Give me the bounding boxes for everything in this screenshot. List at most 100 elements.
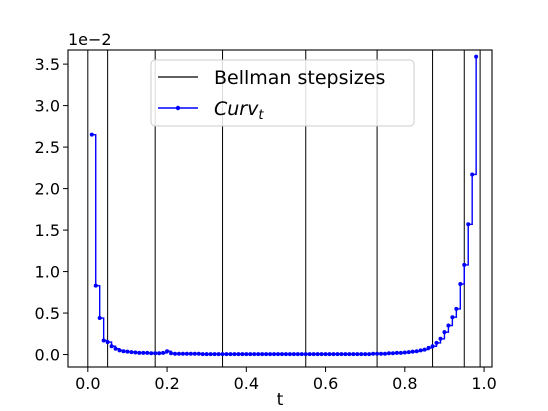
curv-point-18 xyxy=(161,350,166,355)
curv-point-86 xyxy=(430,344,435,349)
legend-box xyxy=(150,59,415,127)
curv-point-60 xyxy=(327,352,332,357)
x-tick-label-4: 0.8 xyxy=(392,374,417,393)
curv-point-7 xyxy=(117,348,122,353)
curv-point-64 xyxy=(343,352,348,357)
curv-point-31 xyxy=(212,352,217,357)
legend: Bellman stepsizes Curvt xyxy=(150,59,415,127)
curv-point-51 xyxy=(291,352,296,357)
curv-point-19 xyxy=(165,349,170,354)
curv-point-68 xyxy=(359,352,364,357)
y-offset-text: 1e−2 xyxy=(68,30,112,49)
curv-point-77 xyxy=(394,350,399,355)
curv-point-46 xyxy=(272,352,277,357)
curv-point-25 xyxy=(188,351,193,356)
y-tick-label-4: 2.0 xyxy=(35,180,60,199)
curv-point-0 xyxy=(89,132,94,137)
curv-point-79 xyxy=(402,350,407,355)
curv-point-47 xyxy=(276,352,281,357)
curv-point-34 xyxy=(224,352,229,357)
curv-point-56 xyxy=(311,352,316,357)
curv-point-91 xyxy=(450,315,455,320)
curv-point-44 xyxy=(264,352,269,357)
curv-point-21 xyxy=(172,351,177,356)
curv-point-3 xyxy=(101,338,106,343)
curv-point-57 xyxy=(315,352,320,357)
x-axis-ticks: 0.0 0.2 0.4 0.6 0.8 1.0 xyxy=(75,367,497,393)
curv-point-96 xyxy=(470,172,475,177)
curv-point-33 xyxy=(220,352,225,357)
y-tick-label-1: 0.5 xyxy=(35,304,60,323)
curv-point-75 xyxy=(386,351,391,356)
curv-point-55 xyxy=(307,352,312,357)
curv-point-27 xyxy=(196,351,201,356)
x-tick-label-1: 0.2 xyxy=(154,374,179,393)
curv-point-72 xyxy=(375,351,380,356)
curv-point-20 xyxy=(169,351,174,356)
curv-point-5 xyxy=(109,344,114,349)
curv-point-16 xyxy=(153,351,158,356)
curv-point-37 xyxy=(236,352,241,357)
curv-point-76 xyxy=(390,351,395,356)
curv-point-80 xyxy=(406,350,411,355)
curv-point-45 xyxy=(268,352,273,357)
curv-point-42 xyxy=(256,352,261,357)
curv-point-41 xyxy=(252,352,257,357)
y-tick-label-2: 1.0 xyxy=(35,263,60,282)
curv-point-70 xyxy=(367,352,372,357)
y-tick-label-0: 0.0 xyxy=(35,346,60,365)
x-tick-label-2: 0.4 xyxy=(234,374,259,393)
curv-point-90 xyxy=(446,323,451,328)
curv-point-22 xyxy=(176,351,181,356)
curv-point-17 xyxy=(157,351,162,356)
curv-point-65 xyxy=(347,352,352,357)
curv-point-13 xyxy=(141,350,146,355)
curv-point-30 xyxy=(208,352,213,357)
y-axis-ticks: 0.0 0.5 1.0 1.5 2.0 2.5 3.0 3.5 xyxy=(35,55,68,365)
curv-point-14 xyxy=(145,350,150,355)
curv-point-15 xyxy=(149,351,154,356)
curv-point-88 xyxy=(438,336,443,341)
curv-point-10 xyxy=(129,350,134,355)
curv-point-6 xyxy=(113,346,118,351)
curv-point-73 xyxy=(379,351,384,356)
x-tick-label-0: 0.0 xyxy=(75,374,100,393)
curv-point-35 xyxy=(228,352,233,357)
curv-point-12 xyxy=(137,350,142,355)
curv-point-87 xyxy=(434,340,439,345)
curv-point-61 xyxy=(331,352,336,357)
curv-point-92 xyxy=(454,306,459,311)
curv-point-81 xyxy=(410,349,415,354)
curv-point-97 xyxy=(474,54,479,59)
curv-point-2 xyxy=(97,316,102,321)
curv-point-74 xyxy=(383,351,388,356)
y-tick-label-6: 3.0 xyxy=(35,97,60,116)
curv-point-23 xyxy=(180,351,185,356)
curv-point-94 xyxy=(462,262,467,267)
curv-series xyxy=(89,54,479,357)
curv-point-63 xyxy=(339,352,344,357)
curv-point-36 xyxy=(232,352,237,357)
curv-point-43 xyxy=(260,352,265,357)
curv-point-62 xyxy=(335,352,340,357)
curv-point-67 xyxy=(355,352,360,357)
x-axis-label: t xyxy=(277,390,284,410)
curv-point-4 xyxy=(105,340,110,345)
curv-point-28 xyxy=(200,352,205,357)
curv-point-32 xyxy=(216,352,221,357)
y-tick-label-3: 1.5 xyxy=(35,221,60,240)
legend-marker-curv xyxy=(175,105,181,111)
curv-point-82 xyxy=(414,349,419,354)
curv-point-66 xyxy=(351,352,356,357)
curv-point-1 xyxy=(93,283,98,288)
legend-label-curv-subscript: t xyxy=(258,108,264,123)
curv-point-84 xyxy=(422,347,427,352)
x-tick-label-5: 1.0 xyxy=(471,374,496,393)
curv-point-59 xyxy=(323,352,328,357)
plot-frame xyxy=(67,49,493,368)
curv-point-24 xyxy=(184,351,189,356)
curv-point-54 xyxy=(303,352,308,357)
curv-point-48 xyxy=(279,352,284,357)
legend-label-curv-main: Curv xyxy=(214,98,259,120)
